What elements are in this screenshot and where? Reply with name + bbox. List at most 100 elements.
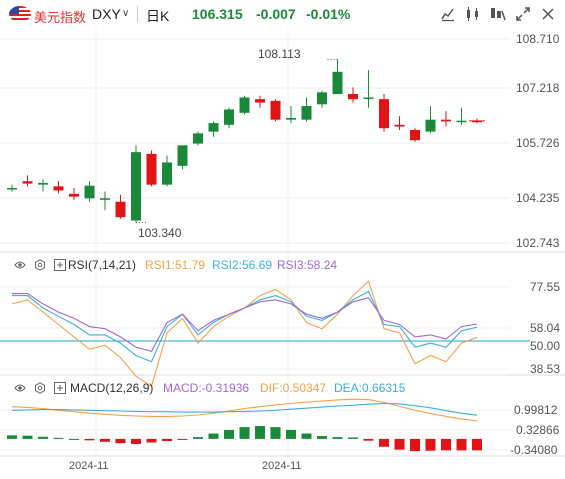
- macd-bar: [472, 438, 482, 451]
- fullscreen-icon[interactable]: [514, 5, 532, 23]
- candle-body: [441, 119, 451, 122]
- candle-body: [22, 181, 33, 184]
- candle-body: [255, 99, 265, 103]
- divider: [137, 6, 138, 22]
- rsi1-line: [11, 280, 478, 388]
- candle-body: [379, 99, 389, 129]
- macd-bar: [177, 438, 188, 440]
- eye-icon[interactable]: [14, 382, 26, 394]
- macd-bar: [270, 427, 281, 439]
- macd-bar: [363, 438, 374, 441]
- dea-value: DEA:0.66315: [334, 381, 406, 395]
- close-icon[interactable]: [539, 5, 557, 23]
- macd-bar: [255, 426, 265, 439]
- macd-bar: [286, 429, 296, 439]
- rsi3-value: RSI3:58.24: [277, 258, 338, 272]
- candle-body: [53, 186, 64, 191]
- candle-body: [286, 117, 296, 120]
- period-selector[interactable]: 日K: [146, 8, 170, 24]
- candle-body: [472, 120, 482, 123]
- macd-bar: [332, 437, 343, 439]
- rsi-axis-label: 38.53: [530, 362, 561, 376]
- macd-bar: [146, 438, 157, 443]
- price-change-percent: -0.01%: [306, 6, 351, 22]
- macd-bar: [208, 433, 219, 439]
- date-axis-label: 2024-11: [69, 460, 109, 472]
- candle-body: [193, 133, 203, 144]
- gear-icon[interactable]: [34, 382, 46, 394]
- macd-bar: [394, 438, 405, 450]
- chevron-down-icon[interactable]: ∨: [122, 8, 130, 19]
- candle-body: [146, 153, 157, 185]
- macd-bar: [410, 438, 420, 452]
- price-axis-label: 102.743: [516, 236, 560, 250]
- chart-header: 美元指数 DXY ∨ 日K 106.315 -0.007 -0.01%: [0, 0, 565, 28]
- indicator-icon[interactable]: [464, 5, 482, 23]
- candle-body: [162, 162, 172, 185]
- candle-body: [208, 123, 219, 132]
- price-axis-label: 105.726: [516, 136, 560, 150]
- high-price-label: 108.113: [258, 47, 301, 61]
- macd-bar: [456, 438, 467, 451]
- candle-body: [363, 97, 374, 99]
- macd-bar: [193, 437, 203, 439]
- candle-body: [394, 124, 405, 127]
- candle-body: [317, 92, 327, 105]
- candle-body: [301, 106, 312, 120]
- macd-value: MACD:-0.31936: [163, 381, 250, 395]
- macd-bar: [131, 438, 141, 444]
- macd-bar: [53, 437, 64, 439]
- expand-icon[interactable]: [54, 259, 66, 271]
- candle-body: [84, 185, 95, 199]
- expand-icon[interactable]: [54, 382, 66, 394]
- candle-body: [270, 100, 281, 120]
- rsi-axis-label: 50.00: [530, 339, 561, 353]
- macd-bar: [84, 438, 95, 441]
- price-axis-label: 108.710: [516, 32, 560, 46]
- candle-body: [100, 198, 110, 200]
- eye-icon[interactable]: [14, 259, 26, 271]
- candle-body: [332, 71, 343, 95]
- rsi2-line: [12, 290, 478, 363]
- candle-body: [425, 119, 436, 132]
- price-axis-label: 107.218: [516, 81, 560, 95]
- macd-axis-label: 0.99812: [514, 403, 558, 417]
- macd-bar: [425, 438, 436, 451]
- symbol-code[interactable]: DXY: [92, 6, 121, 22]
- macd-bar: [162, 438, 172, 442]
- macd-bar: [224, 429, 234, 439]
- candle-body: [38, 182, 48, 185]
- rsi3-line: [12, 293, 478, 353]
- candle-body: [115, 201, 126, 218]
- macd-bar: [317, 436, 327, 439]
- rsi2-value: RSI2:56.69: [212, 258, 273, 272]
- dif-line: [11, 398, 478, 422]
- macd-bar: [38, 436, 48, 439]
- macd-bar: [301, 433, 312, 439]
- candle-body: [177, 145, 188, 166]
- dif-value: DIF:0.50347: [260, 381, 327, 395]
- macd-title: MACD(12,26,9): [70, 381, 154, 395]
- edit-chart-icon[interactable]: [439, 5, 457, 23]
- draw-icon[interactable]: [489, 5, 507, 23]
- candle-body: [348, 94, 358, 100]
- date-axis-label: 2024-11: [262, 460, 302, 472]
- gear-icon[interactable]: [34, 259, 46, 271]
- dea-line: [11, 402, 478, 416]
- last-price: 106.315: [192, 6, 243, 22]
- candlestick-series: [7, 58, 485, 224]
- macd-bar: [115, 438, 126, 444]
- low-price-label: 103.340: [138, 226, 182, 240]
- macd-bar: [100, 438, 110, 442]
- symbol-name[interactable]: 美元指数: [34, 10, 87, 25]
- macd-bar: [69, 438, 79, 440]
- price-change: -0.007: [256, 6, 296, 22]
- macd-bar: [22, 435, 33, 439]
- us-flag-icon: [9, 6, 31, 22]
- candle-body: [410, 129, 420, 141]
- candle-body: [7, 188, 17, 190]
- macd-bar: [239, 427, 250, 439]
- macd-axis-label: -0.34080: [510, 443, 558, 457]
- macd-bar: [7, 435, 17, 439]
